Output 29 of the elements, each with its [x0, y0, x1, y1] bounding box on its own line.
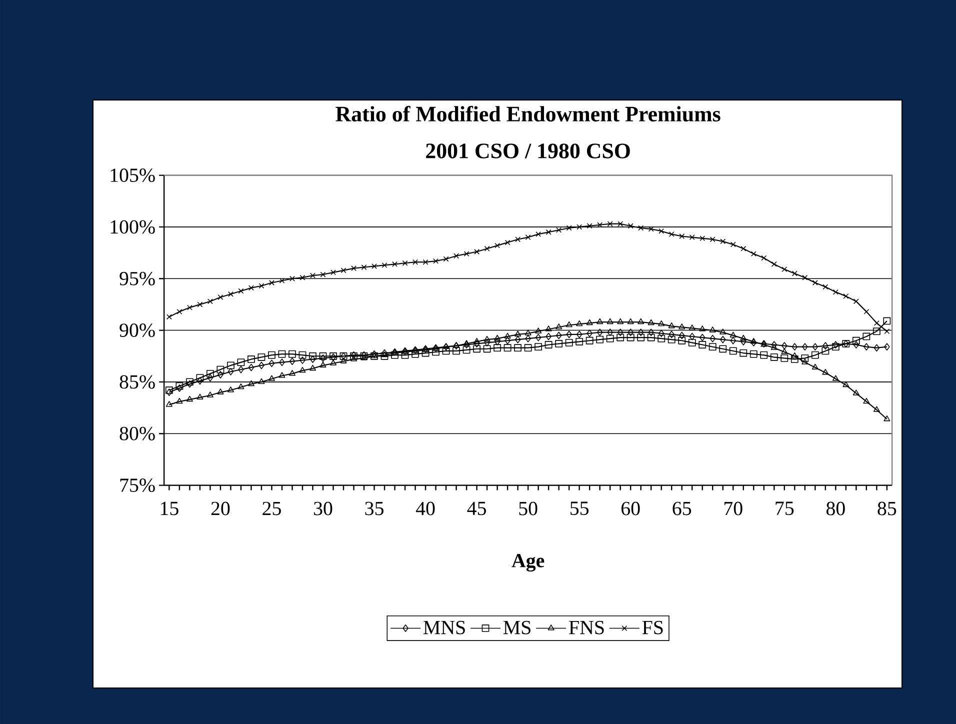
x-axis-title: Age: [512, 554, 544, 572]
x-tick-label: 20: [211, 502, 230, 516]
chart-title: Ratio of Modified Endowment Premiums: [336, 106, 720, 122]
x-tick-label: 85: [878, 502, 896, 516]
x-tick-label: 60: [621, 502, 640, 516]
x-tick-label: 25: [262, 502, 281, 516]
y-tick-label: 85%: [120, 375, 155, 389]
chart-subtitle: 2001 CSO / 1980 CSO: [426, 144, 630, 158]
y-tick-label: 90%: [120, 324, 155, 338]
x-tick-label: 65: [672, 502, 692, 516]
y-tick-label: 80%: [120, 426, 155, 440]
x-tick-label: 70: [724, 502, 742, 516]
legend-label: MNS: [424, 620, 465, 634]
x-tick-label: 45: [467, 502, 486, 516]
y-tick-label: 100%: [110, 220, 155, 234]
legend-label: FS: [642, 620, 663, 634]
x-tick-label: 50: [519, 502, 538, 516]
x-tick-label: 75: [776, 502, 794, 516]
y-tick-label: 95%: [120, 272, 155, 286]
x-tick-label: 35: [365, 502, 384, 516]
y-tick-label: 105%: [110, 168, 155, 182]
x-tick-label: 30: [314, 502, 332, 516]
legend-label: MS: [503, 620, 530, 634]
x-tick-label: 15: [160, 502, 178, 516]
x-tick-label: 80: [826, 502, 845, 516]
legend-label: FNS: [569, 620, 604, 634]
y-tick-label: 75%: [120, 478, 155, 492]
x-tick-label: 40: [416, 502, 435, 516]
x-tick-label: 55: [570, 502, 589, 516]
